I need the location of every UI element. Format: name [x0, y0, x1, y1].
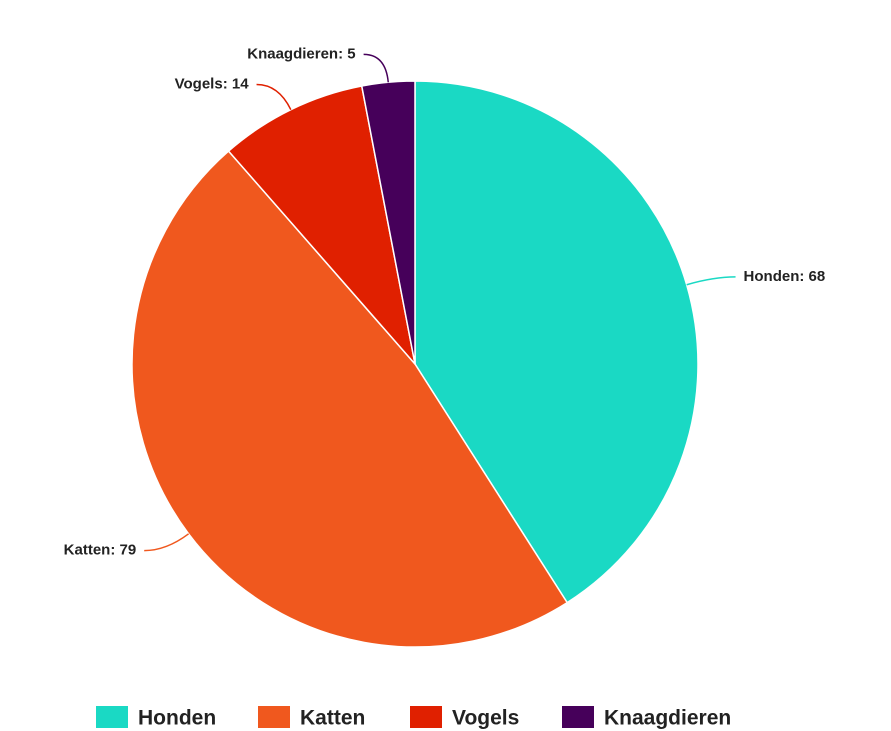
leader-line	[256, 83, 292, 111]
leader-line	[686, 276, 736, 286]
leader-line	[144, 533, 190, 552]
legend-swatch	[258, 706, 290, 728]
legend-label: Vogels	[452, 707, 519, 730]
pie-slice	[360, 80, 416, 365]
legend-swatch	[96, 706, 128, 728]
legend-label: Katten	[300, 707, 365, 730]
data-label: Katten: 79	[64, 542, 137, 559]
pie-slice	[131, 150, 569, 648]
legend-swatch	[410, 706, 442, 728]
legend-label: Honden	[138, 707, 216, 730]
pie-slice	[227, 85, 417, 367]
leader-line	[363, 53, 390, 83]
legend-swatch	[562, 706, 594, 728]
data-label: Honden: 68	[744, 268, 826, 285]
data-label: Knaagdieren: 5	[247, 45, 355, 62]
data-label: Vogels: 14	[175, 76, 250, 93]
legend-label: Knaagdieren	[604, 707, 731, 730]
